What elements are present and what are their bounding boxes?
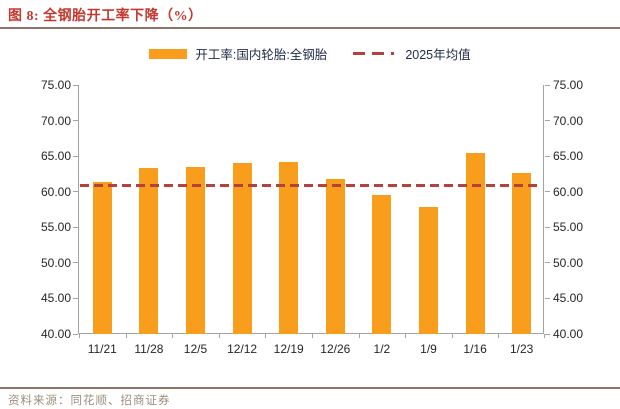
y-axis-label-right: 60.00 — [553, 184, 584, 199]
x-axis-label: 1/16 — [463, 342, 487, 356]
x-axis-tick — [219, 334, 220, 338]
figure-title: 图 8: 全钢胎开工率下降（%） — [8, 9, 203, 24]
y-axis-tick-left — [73, 155, 78, 157]
x-axis-label: 1/9 — [420, 342, 437, 356]
y-axis-label-left: 75.00 — [40, 78, 71, 92]
x-axis-tick — [79, 334, 80, 338]
bar-11/28 — [139, 168, 159, 334]
y-axis-tick-right — [545, 226, 550, 228]
bar-1/9 — [419, 207, 438, 334]
y-axis-label-right: 50.00 — [553, 255, 584, 270]
mean-line-swatch-icon — [353, 52, 398, 55]
y-axis-label-right: 70.00 — [553, 113, 584, 128]
x-axis-tick — [359, 334, 360, 338]
y-axis-label-left: 55.00 — [40, 220, 71, 235]
y-axis-label-right: 45.00 — [553, 291, 584, 306]
y-axis-label-right: 75.00 — [553, 78, 584, 92]
x-axis-tick — [172, 334, 173, 338]
y-axis-tick-right — [545, 191, 550, 193]
y-axis-tick-right — [545, 120, 550, 122]
bar-1/23 — [512, 173, 532, 334]
data-source-note: 资料来源：同花顺、招商证券 — [8, 395, 171, 407]
x-axis-label: 1/2 — [373, 342, 391, 356]
y-axis-tick-right — [545, 297, 550, 299]
y-axis-label-left: 45.00 — [40, 291, 71, 306]
x-axis-tick — [265, 334, 266, 338]
bar-11/21 — [92, 182, 112, 334]
title-divider — [0, 27, 620, 29]
x-axis-label: 11/21 — [87, 342, 117, 356]
y-axis-tick-left — [73, 84, 78, 86]
x-axis-label: 12/19 — [273, 342, 304, 356]
x-axis-label: 12/12 — [227, 342, 258, 356]
x-axis-tick — [498, 334, 499, 338]
y-axis-tick-left — [73, 262, 78, 264]
mean-line-legend-label: 2025年均值 — [405, 48, 471, 62]
y-axis-label-left: 40.00 — [40, 327, 71, 341]
bar-series-legend-label: 开工率:国内轮胎:全钢胎 — [195, 48, 328, 62]
y-axis-tick-left — [73, 120, 78, 122]
y-axis-tick-left — [73, 297, 78, 299]
y-axis-label-right: 40.00 — [553, 327, 584, 341]
bar-12/12 — [232, 163, 252, 334]
y-axis-label-left: 60.00 — [40, 184, 71, 199]
y-axis-tick-right — [545, 262, 550, 264]
x-axis-tick — [405, 334, 406, 338]
x-axis-tick — [452, 334, 453, 338]
x-axis-label: 12/5 — [183, 342, 208, 356]
y-axis-label-right: 65.00 — [553, 149, 584, 164]
x-axis-label: 11/28 — [134, 342, 164, 356]
bar-1/2 — [372, 194, 392, 334]
bar-1/16 — [465, 152, 485, 334]
chart-legend: 开工率:国内轮胎:全钢胎 2025年均值 — [0, 44, 620, 63]
bar-12/5 — [186, 166, 205, 334]
bar-12/26 — [325, 178, 345, 334]
y-axis-label-left: 70.00 — [40, 113, 71, 128]
x-axis-label: 1/23 — [510, 342, 534, 356]
y-axis-tick-right — [545, 333, 550, 335]
bar-series-swatch-icon — [149, 48, 188, 59]
y-axis-label-right: 55.00 — [553, 220, 584, 235]
x-axis-tick — [126, 334, 127, 338]
y-axis-label-left: 50.00 — [40, 255, 71, 270]
x-axis-tick — [312, 334, 313, 338]
y-axis-tick-left — [73, 191, 78, 193]
y-axis-label-left: 65.00 — [40, 149, 71, 164]
mean-value-line — [80, 183, 540, 187]
bar-12/19 — [279, 161, 299, 334]
y-axis-tick-right — [545, 155, 550, 157]
plot-area: 40.00 40.00 45.00 45.00 50.00 50.00 55.00 55.00… — [41, 78, 583, 356]
footer-divider — [0, 387, 620, 389]
y-axis-tick-left — [73, 333, 78, 335]
x-axis-label: 12/26 — [320, 342, 351, 356]
y-axis-tick-right — [545, 84, 550, 86]
x-axis-tick — [544, 334, 545, 338]
y-axis-tick-left — [73, 226, 78, 228]
